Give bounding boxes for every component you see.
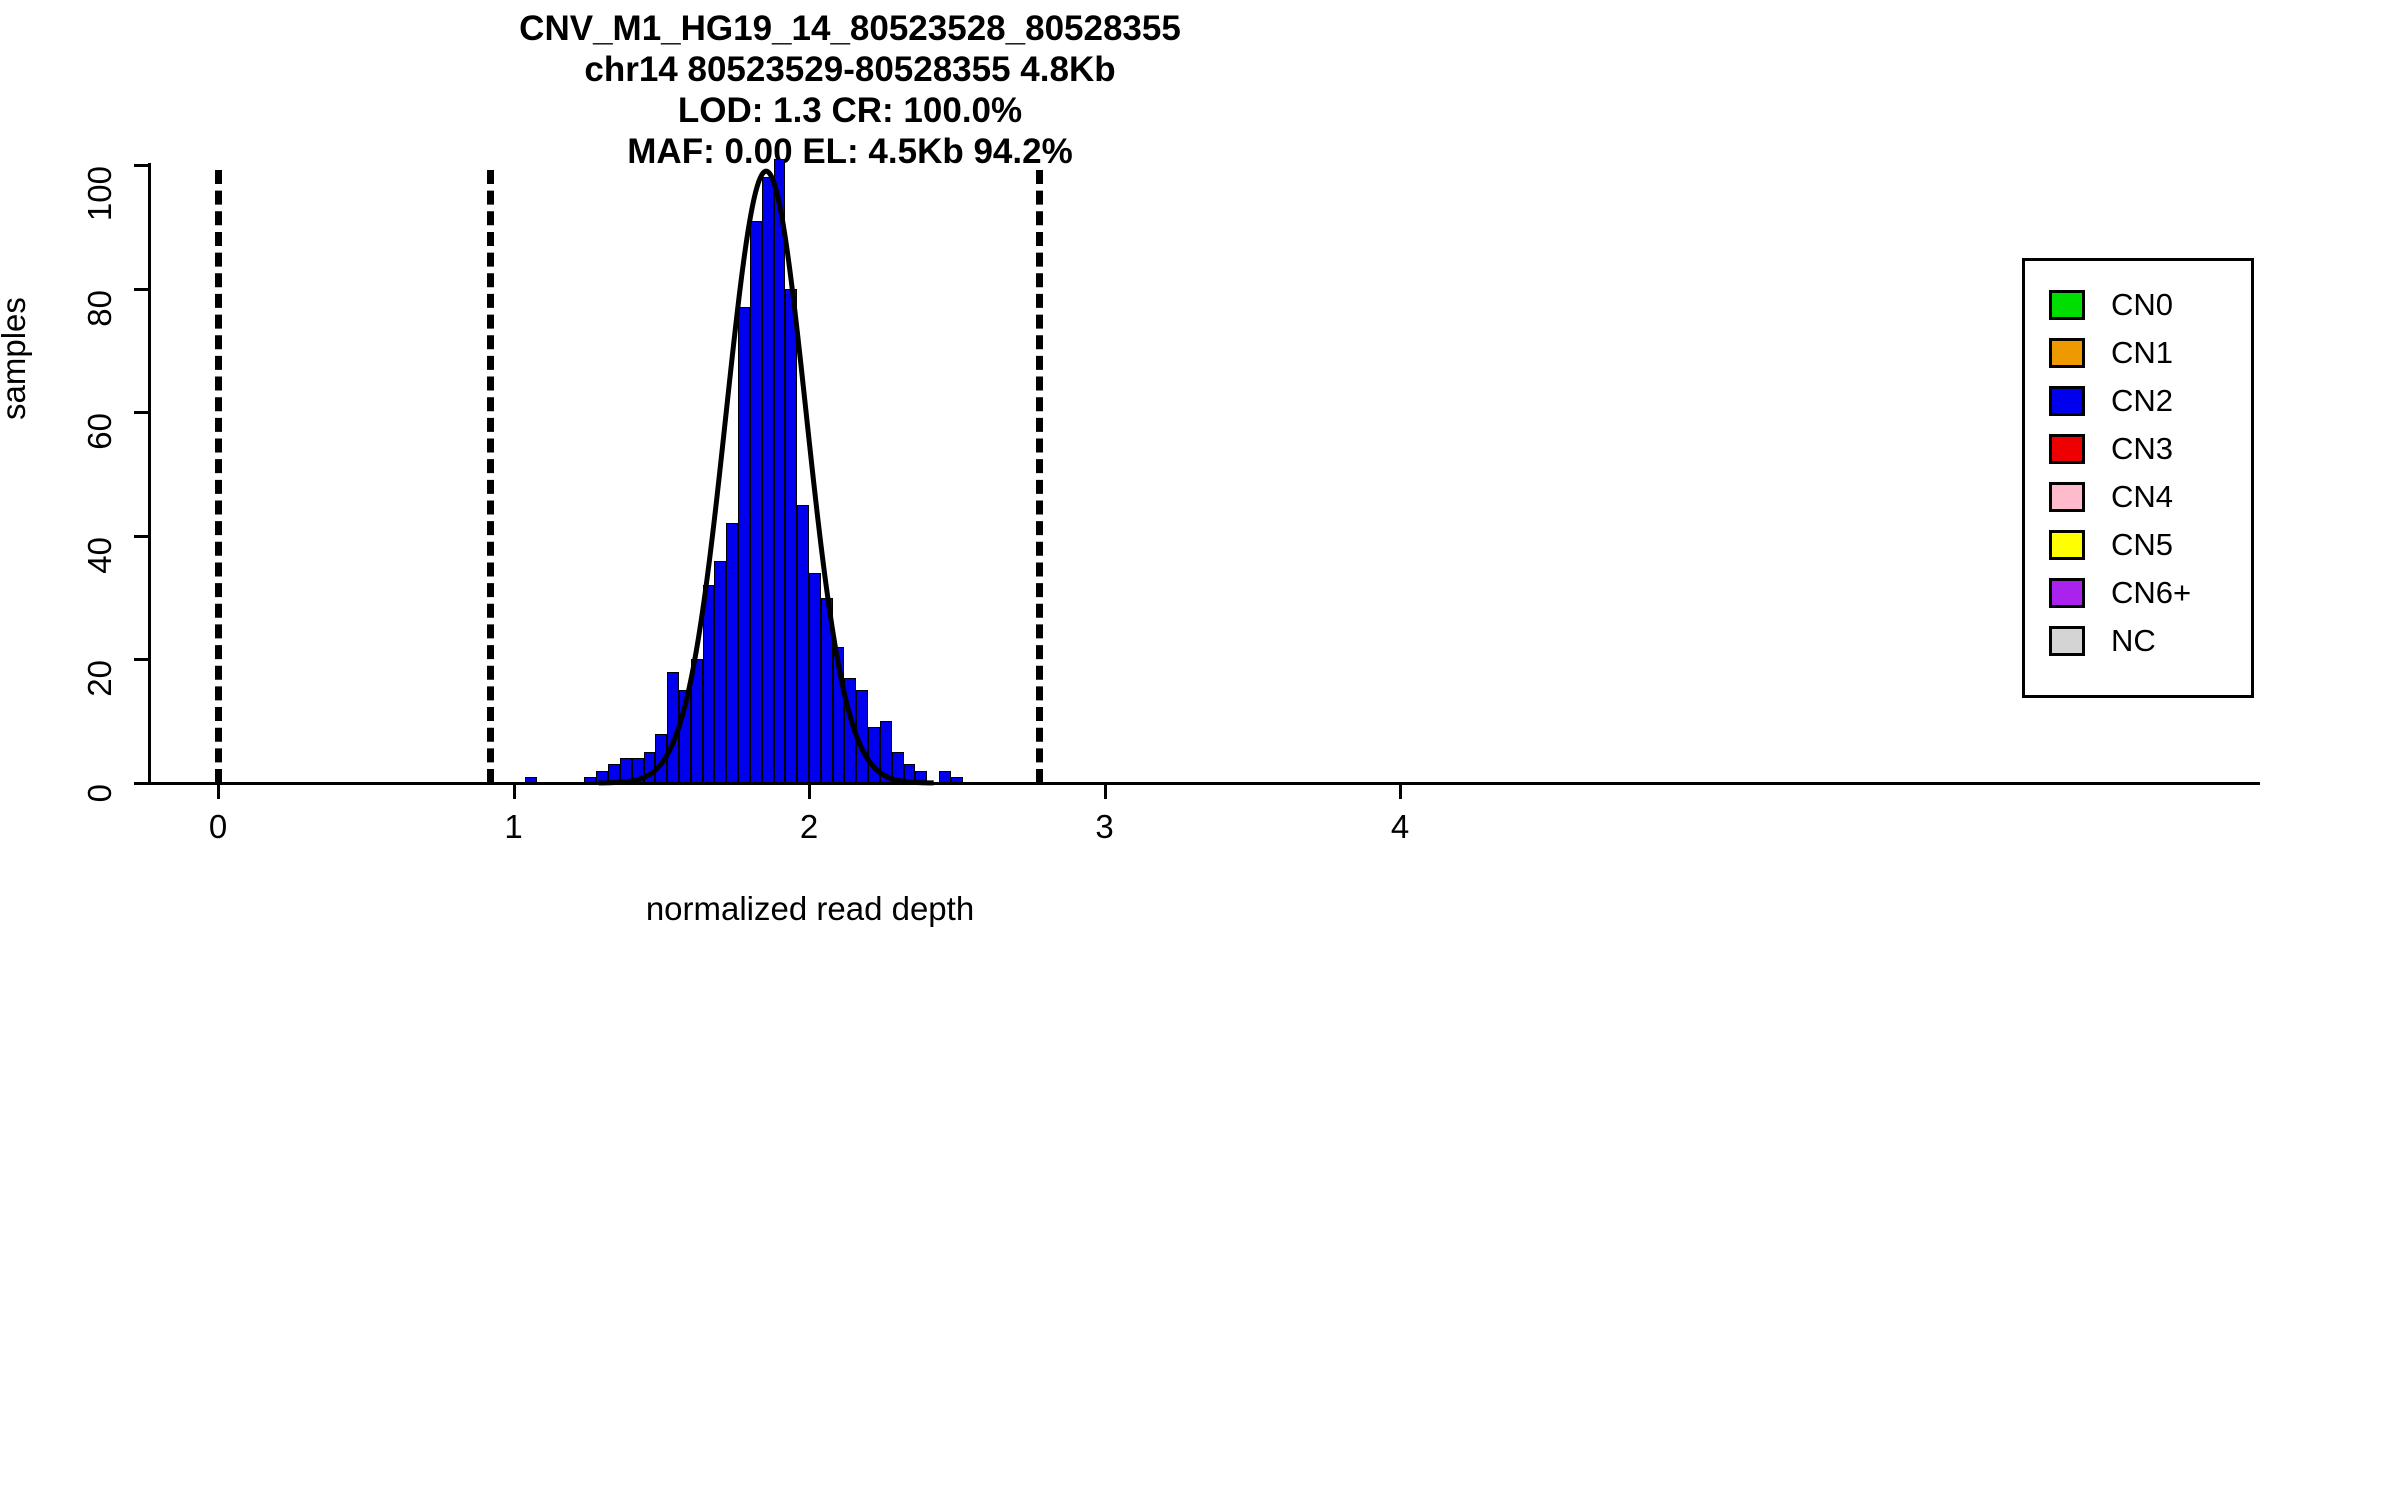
threshold-line — [486, 170, 494, 783]
x-tick-label: 0 — [208, 808, 228, 845]
legend-swatch-icon — [2049, 290, 2085, 320]
y-tick — [134, 411, 148, 415]
title-line-1: CNV_M1_HG19_14_80523528_80528355 — [519, 9, 1181, 48]
histogram-bar — [667, 671, 679, 783]
x-tick — [808, 785, 811, 799]
legend-item-cn3[interactable]: CN3 — [2049, 429, 2173, 469]
legend-item-cn6plus[interactable]: CN6+ — [2049, 573, 2191, 613]
x-tick-label: 1 — [504, 808, 523, 845]
histogram-bar — [879, 721, 892, 783]
legend-item-label: CN3 — [2111, 431, 2174, 466]
y-tick — [134, 164, 148, 167]
histogram-bar — [619, 758, 632, 783]
histogram-bar — [773, 158, 786, 783]
title-line-4: MAF: 0.00 EL: 4.5Kb 94.2% — [627, 132, 1073, 171]
y-tick-label: 80 — [81, 289, 118, 327]
legend-item-label: CN2 — [2111, 383, 2174, 418]
x-tick-label: 4 — [1390, 808, 1410, 845]
histogram-bar — [655, 733, 668, 783]
legend-item-label: CN5 — [2111, 527, 2174, 562]
y-tick-label: 100 — [81, 166, 118, 222]
legend-item-label: CN4 — [2111, 479, 2174, 514]
legend-item-cn5[interactable]: CN5 — [2049, 525, 2173, 565]
legend-box: CN0 CN1 CN2 CN3 CN4 CN5 CN6+ NC — [2022, 258, 2254, 698]
legend-item-label: CN1 — [2111, 335, 2174, 370]
x-tick-label: 2 — [799, 808, 819, 845]
histogram-bar — [868, 727, 880, 783]
y-axis-label: samples — [0, 297, 32, 420]
chart-title-block: CNV_M1_HG19_14_80523528_80528355 chr14 8… — [0, 8, 1700, 172]
histogram-bar — [785, 288, 798, 783]
histogram-bar — [915, 770, 928, 783]
histogram-bar — [844, 677, 857, 783]
y-tick — [134, 287, 148, 291]
legend-item-cn0[interactable]: CN0 — [2049, 285, 2173, 325]
histogram-bar — [608, 764, 620, 783]
legend-item-cn1[interactable]: CN1 — [2049, 333, 2173, 373]
y-tick — [134, 658, 148, 662]
histogram-bar — [738, 307, 750, 783]
histogram-bar — [643, 752, 656, 783]
histogram-bar — [596, 770, 609, 783]
histogram-bar — [856, 690, 869, 783]
y-tick-label: 20 — [81, 660, 118, 698]
legend-swatch-icon — [2049, 482, 2085, 512]
histogram-bar — [903, 764, 916, 783]
legend-item-cn2[interactable]: CN2 — [2049, 381, 2173, 421]
y-tick-label: 40 — [81, 536, 118, 574]
legend-item-label: CN6+ — [2111, 575, 2192, 610]
y-tick — [134, 534, 148, 538]
histogram-bar — [832, 647, 845, 783]
legend-item-label: CN0 — [2111, 287, 2174, 322]
histogram-plot-area — [150, 158, 2260, 783]
legend-swatch-icon — [2049, 578, 2085, 608]
histogram-bar — [584, 776, 597, 783]
threshold-line — [1036, 170, 1044, 783]
legend-swatch-icon — [2049, 338, 2085, 368]
histogram-bar — [809, 572, 821, 783]
x-tick-label: 3 — [1095, 808, 1114, 845]
histogram-bar — [797, 504, 809, 783]
histogram-bar — [749, 220, 762, 783]
histogram-bar — [525, 776, 538, 783]
x-tick — [1399, 785, 1402, 799]
x-tick — [1103, 785, 1107, 799]
title-line-3: LOD: 1.3 CR: 100.0% — [677, 91, 1023, 130]
title-line-2: chr14 80523529-80528355 4.8Kb — [584, 50, 1116, 89]
histogram-bar — [761, 177, 774, 783]
histogram-bar — [678, 690, 691, 783]
histogram-bar — [714, 560, 727, 783]
legend-swatch-icon — [2049, 530, 2085, 560]
y-tick-label: 60 — [81, 413, 118, 450]
histogram-bar — [690, 659, 703, 783]
legend-swatch-icon — [2049, 626, 2085, 656]
y-axis-line — [148, 163, 151, 785]
histogram-bar — [726, 523, 739, 783]
histogram-bar — [939, 770, 951, 783]
histogram-bar — [820, 597, 833, 783]
histogram-bar — [891, 752, 904, 783]
legend-item-cn4[interactable]: CN4 — [2049, 477, 2173, 517]
threshold-line — [215, 170, 222, 783]
y-tick-label: 0 — [81, 784, 118, 803]
histogram-bar — [631, 758, 644, 783]
legend-item-label: NC — [2111, 623, 2156, 658]
x-axis-label: normalized read depth — [645, 890, 975, 927]
legend-swatch-icon — [2049, 434, 2085, 464]
y-tick — [134, 782, 148, 785]
histogram-bar — [950, 776, 963, 783]
legend-item-nc[interactable]: NC — [2049, 621, 2156, 661]
x-tick — [217, 785, 220, 799]
x-axis-line — [150, 782, 2260, 785]
x-tick — [512, 785, 516, 799]
histogram-bar — [702, 585, 715, 783]
legend-swatch-icon — [2049, 386, 2085, 416]
